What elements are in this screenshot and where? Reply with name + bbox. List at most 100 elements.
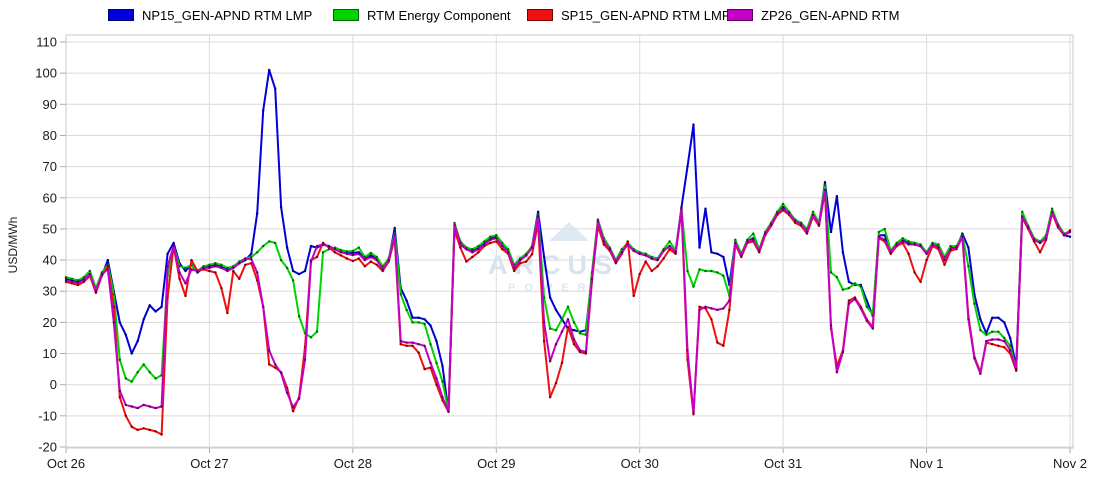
data-point bbox=[650, 269, 653, 273]
data-point bbox=[698, 305, 701, 308]
data-point bbox=[997, 316, 1000, 319]
data-point bbox=[548, 296, 552, 299]
data-point bbox=[291, 279, 295, 282]
x-tick-label: Nov 2 bbox=[1053, 456, 1087, 471]
data-point bbox=[530, 246, 534, 249]
data-point bbox=[823, 184, 827, 187]
data-point bbox=[949, 248, 952, 251]
legend-item-np15[interactable]: NP15_GEN-APND RTM LMP bbox=[108, 6, 312, 24]
data-point bbox=[357, 252, 360, 255]
y-tick-label: -20 bbox=[38, 440, 57, 455]
data-point bbox=[847, 302, 851, 305]
data-point bbox=[608, 248, 611, 251]
legend-item-rtm-energy[interactable]: RTM Energy Component bbox=[333, 6, 511, 24]
data-point bbox=[829, 324, 833, 327]
data-point bbox=[716, 271, 719, 274]
data-point bbox=[686, 165, 689, 168]
data-point bbox=[315, 330, 319, 333]
y-tick-label: 0 bbox=[50, 377, 57, 392]
data-point bbox=[787, 212, 791, 215]
y-tick-label: 10 bbox=[43, 346, 57, 361]
data-point bbox=[554, 329, 558, 332]
data-point bbox=[507, 251, 510, 254]
data-point bbox=[303, 358, 307, 361]
data-point bbox=[130, 425, 133, 428]
data-point bbox=[465, 248, 468, 251]
data-point bbox=[244, 263, 247, 266]
data-point bbox=[309, 244, 313, 248]
data-point bbox=[208, 269, 211, 273]
data-point bbox=[1003, 346, 1006, 349]
data-point bbox=[268, 349, 271, 352]
data-point bbox=[495, 234, 498, 237]
data-point bbox=[154, 430, 157, 433]
data-point bbox=[297, 315, 301, 318]
data-point bbox=[465, 260, 468, 263]
data-point bbox=[453, 221, 456, 225]
data-point bbox=[967, 318, 970, 321]
data-point bbox=[596, 219, 600, 223]
data-point bbox=[399, 339, 402, 343]
data-point bbox=[1021, 215, 1024, 218]
data-point bbox=[154, 377, 157, 380]
data-point bbox=[644, 254, 647, 257]
data-point bbox=[184, 266, 187, 270]
data-point bbox=[279, 371, 283, 375]
data-point bbox=[190, 258, 193, 262]
data-point bbox=[513, 269, 516, 273]
data-point bbox=[142, 427, 145, 430]
data-point bbox=[584, 350, 588, 354]
x-tick-label: Oct 27 bbox=[190, 456, 228, 471]
data-point bbox=[943, 263, 946, 266]
data-point bbox=[865, 319, 868, 322]
data-point bbox=[220, 266, 223, 270]
data-point bbox=[220, 286, 223, 290]
data-point bbox=[483, 240, 486, 243]
data-point bbox=[142, 403, 145, 407]
data-point bbox=[309, 336, 313, 339]
data-point bbox=[142, 318, 145, 321]
data-point bbox=[483, 243, 486, 246]
data-point bbox=[1003, 321, 1006, 324]
data-point bbox=[979, 318, 982, 321]
data-point bbox=[1021, 210, 1024, 213]
data-point bbox=[638, 272, 641, 276]
data-point bbox=[297, 397, 301, 400]
data-point bbox=[238, 277, 241, 280]
data-point bbox=[297, 272, 301, 276]
data-point bbox=[991, 338, 994, 341]
data-point bbox=[369, 260, 372, 263]
legend-item-zp26[interactable]: ZP26_GEN-APND RTM bbox=[727, 6, 899, 24]
data-point bbox=[752, 232, 755, 235]
data-point bbox=[208, 263, 211, 266]
data-point bbox=[925, 258, 928, 262]
x-tick-label: Oct 29 bbox=[477, 456, 515, 471]
data-point bbox=[955, 246, 958, 249]
data-point bbox=[250, 255, 253, 259]
data-point bbox=[393, 226, 396, 230]
data-point bbox=[1050, 210, 1054, 213]
data-point bbox=[363, 258, 366, 262]
data-point bbox=[435, 377, 438, 380]
legend-item-sp15[interactable]: SP15_GEN-APND RTM LMP bbox=[527, 6, 731, 24]
data-point bbox=[375, 255, 378, 259]
data-point bbox=[214, 271, 217, 274]
data-point bbox=[722, 274, 725, 277]
data-point bbox=[847, 280, 851, 284]
data-point bbox=[375, 263, 378, 266]
data-point bbox=[184, 282, 187, 285]
data-point bbox=[357, 246, 360, 249]
data-point bbox=[1056, 224, 1060, 227]
data-point bbox=[363, 265, 366, 268]
data-point bbox=[423, 367, 426, 371]
data-point bbox=[530, 253, 534, 256]
data-point bbox=[668, 244, 671, 248]
data-point bbox=[662, 257, 665, 260]
data-point bbox=[841, 350, 845, 354]
legend: NP15_GEN-APND RTM LMP RTM Energy Compone… bbox=[0, 6, 1100, 26]
data-point bbox=[542, 321, 546, 324]
data-point bbox=[979, 372, 982, 375]
data-point bbox=[76, 279, 80, 282]
x-tick-label: Oct 31 bbox=[764, 456, 802, 471]
data-point bbox=[148, 405, 151, 408]
